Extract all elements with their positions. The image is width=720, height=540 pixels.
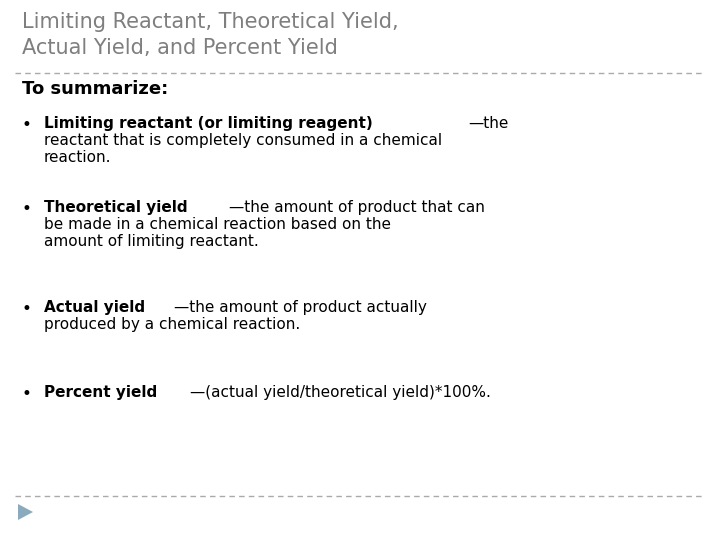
Text: To summarize:: To summarize:	[22, 80, 168, 98]
Text: •: •	[22, 385, 32, 403]
Text: —the amount of product actually: —the amount of product actually	[174, 300, 428, 315]
Text: Percent yield: Percent yield	[44, 385, 157, 400]
Text: Limiting reactant (or limiting reagent): Limiting reactant (or limiting reagent)	[44, 116, 373, 131]
Text: •: •	[22, 200, 32, 218]
Text: —the: —the	[468, 116, 508, 131]
Text: •: •	[22, 116, 32, 134]
Text: —(actual yield/theoretical yield)*100%.: —(actual yield/theoretical yield)*100%.	[190, 385, 491, 400]
Text: Actual yield: Actual yield	[44, 300, 145, 315]
Text: Limiting Reactant, Theoretical Yield,: Limiting Reactant, Theoretical Yield,	[22, 12, 399, 32]
Text: produced by a chemical reaction.: produced by a chemical reaction.	[44, 317, 300, 332]
Text: amount of limiting reactant.: amount of limiting reactant.	[44, 234, 258, 249]
Text: reactant that is completely consumed in a chemical: reactant that is completely consumed in …	[44, 133, 442, 148]
Polygon shape	[18, 504, 33, 520]
Text: reaction.: reaction.	[44, 150, 112, 165]
Text: Theoretical yield: Theoretical yield	[44, 200, 188, 215]
Text: —the amount of product that can: —the amount of product that can	[230, 200, 485, 215]
Text: be made in a chemical reaction based on the: be made in a chemical reaction based on …	[44, 217, 391, 232]
Text: Actual Yield, and Percent Yield: Actual Yield, and Percent Yield	[22, 38, 338, 58]
Text: •: •	[22, 300, 32, 318]
